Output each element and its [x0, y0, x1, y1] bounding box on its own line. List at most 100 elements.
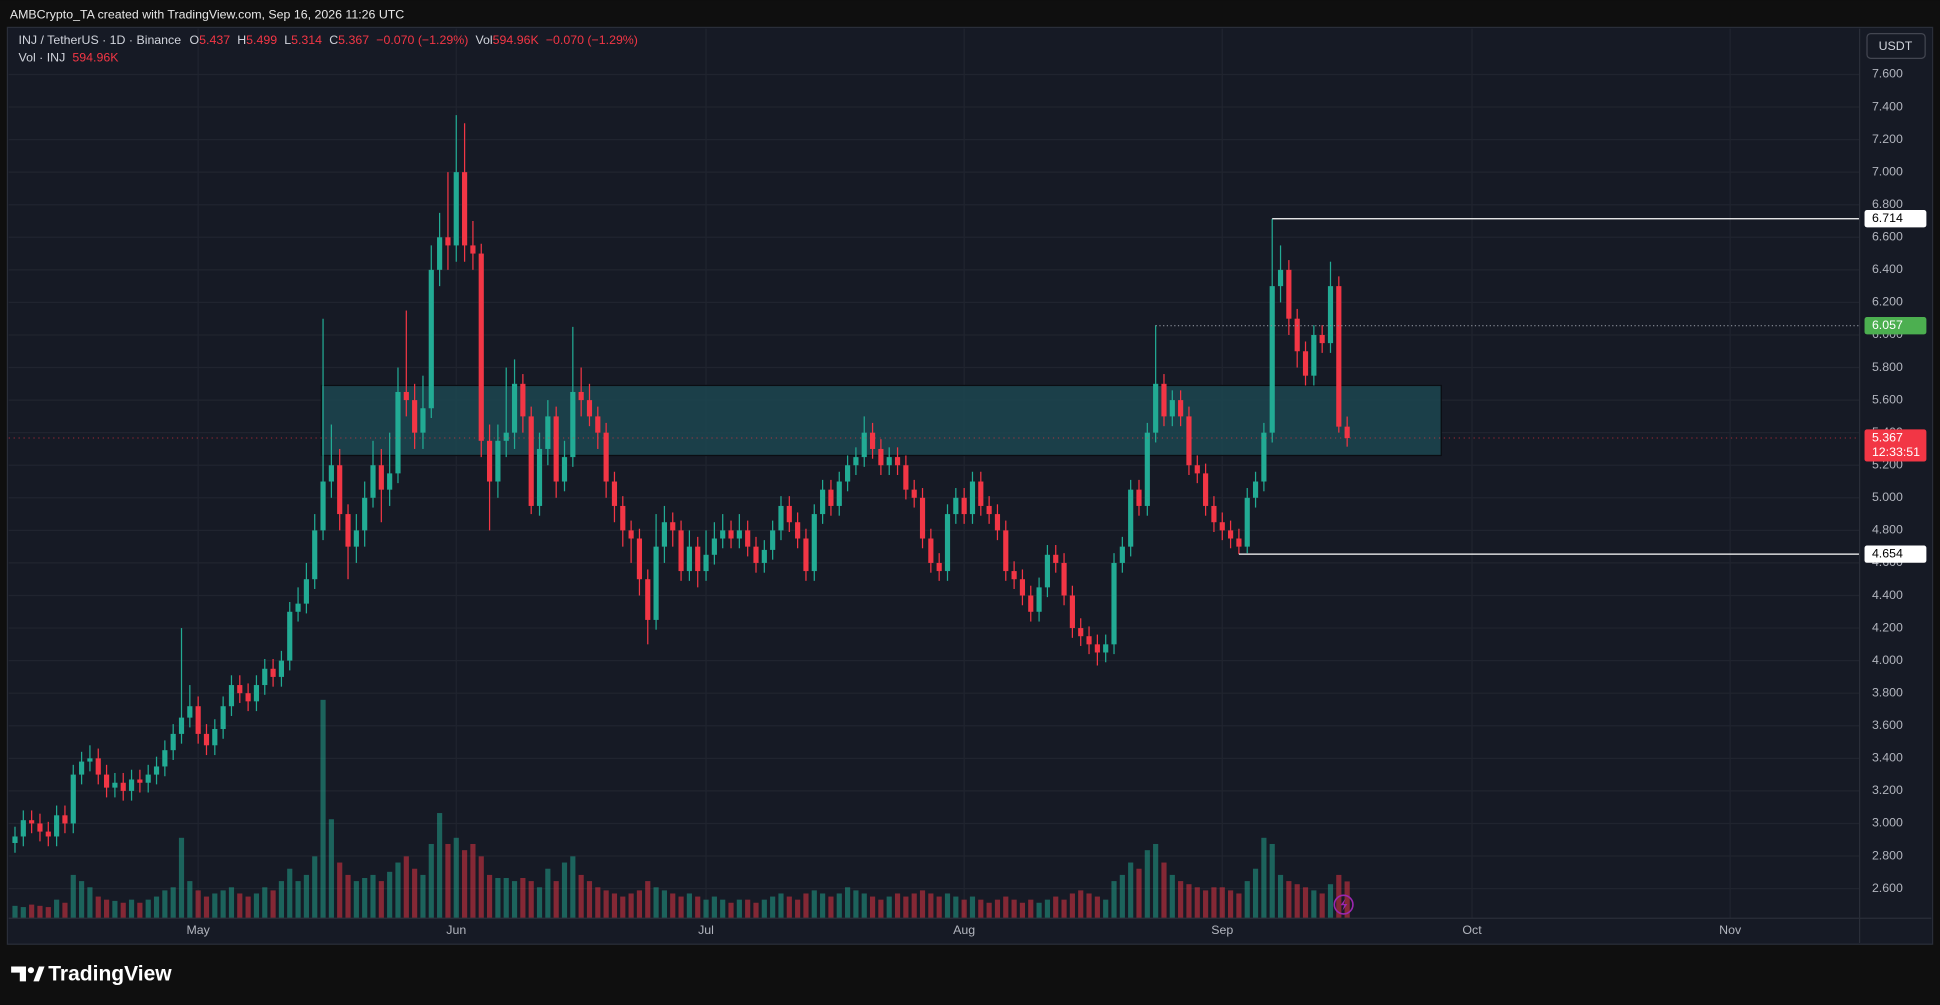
x-tick-label: Jun — [446, 923, 466, 937]
volume-bar — [1186, 884, 1192, 919]
volume-bar — [1153, 843, 1159, 919]
volume-bar — [978, 899, 984, 919]
last-price-box — [1864, 429, 1927, 462]
y-tick-label: 3.800 — [1872, 685, 1903, 699]
volume-bar — [1327, 884, 1334, 919]
volume-bar — [1053, 896, 1059, 919]
candle-body — [686, 546, 692, 572]
candle-body — [1119, 546, 1125, 563]
candle-body — [1128, 489, 1134, 547]
volume-bar — [595, 887, 601, 919]
candle-body — [87, 758, 93, 762]
volume-bar — [1228, 890, 1234, 919]
candle-body — [362, 497, 368, 531]
volume-bar — [337, 862, 343, 919]
y-tick-label: 7.400 — [1872, 99, 1903, 113]
alert-icon-ring[interactable] — [1333, 894, 1354, 915]
candle-body — [403, 391, 409, 401]
candle-body — [528, 416, 534, 506]
volume-bar — [736, 899, 742, 919]
candle-body — [162, 750, 168, 767]
candle-body — [886, 457, 892, 466]
candle-body — [287, 611, 293, 661]
volume-legend: Vol · INJ 594.96K — [19, 51, 120, 65]
volume-bar — [378, 881, 384, 919]
candle-body — [753, 546, 759, 563]
candle-body — [1311, 334, 1317, 376]
volume-bar — [403, 856, 409, 919]
candle-body — [994, 514, 1001, 531]
candle-body — [328, 465, 334, 482]
volume-bar — [886, 896, 892, 919]
currency-button[interactable] — [1866, 32, 1926, 59]
candle-body — [911, 489, 917, 498]
currency-label[interactable]: USDT — [1879, 39, 1913, 53]
volume-bar — [894, 893, 901, 919]
candle-body — [803, 538, 809, 572]
candle-body — [720, 530, 726, 539]
candle-body — [1344, 426, 1350, 439]
alert-icon-bolt[interactable] — [1340, 898, 1348, 911]
candle-body — [128, 779, 135, 791]
volume-bar — [212, 893, 218, 919]
y-tick-label: 5.000 — [1872, 490, 1903, 504]
volume-bar — [678, 896, 684, 919]
alert-icon[interactable] — [1333, 894, 1354, 915]
candle-body — [711, 538, 717, 555]
volume-bar — [162, 890, 168, 919]
candle-body — [1336, 286, 1342, 427]
candle-body — [237, 685, 243, 694]
volume-bar — [395, 862, 401, 919]
volume-bar — [1069, 893, 1075, 919]
y-tick-label: 7.200 — [1872, 132, 1903, 146]
candle-body — [653, 546, 659, 620]
candle-body — [620, 505, 626, 531]
candle-body — [545, 416, 551, 449]
volume-bar — [1144, 850, 1150, 919]
price-line-label-box — [1864, 545, 1927, 563]
candle-body — [395, 391, 401, 474]
volume-bar — [545, 868, 551, 919]
volume-bar — [611, 893, 618, 919]
legend-value: 5.314 — [291, 33, 322, 47]
volume-bar — [62, 902, 68, 919]
price-line-label: 6.057 — [1872, 318, 1903, 332]
candle-body — [228, 685, 235, 707]
volume-bar — [836, 893, 842, 919]
candle-body — [1244, 497, 1250, 547]
candle-body — [1161, 383, 1167, 417]
volume-bar — [653, 887, 659, 919]
candle-body — [203, 733, 210, 746]
candle-body — [1269, 286, 1275, 433]
candle-body — [770, 530, 776, 550]
candle-body — [453, 172, 459, 246]
candle-body — [561, 457, 568, 482]
candle-body — [795, 522, 801, 539]
volume-bar — [603, 890, 609, 919]
volume-bar — [986, 902, 992, 919]
candle-body — [978, 481, 984, 506]
logo-mark — [27, 967, 35, 974]
volume-bar — [87, 887, 93, 919]
volume-bar — [453, 837, 459, 919]
y-tick-label: 7.600 — [1872, 67, 1903, 81]
candle-body — [295, 603, 301, 612]
candle-body — [1228, 530, 1234, 539]
volume-bar — [245, 896, 251, 919]
candle-body — [37, 823, 43, 832]
volume-bar — [770, 896, 776, 919]
volume-bar — [137, 902, 143, 919]
volume-bar — [1244, 881, 1250, 919]
candle-body — [29, 820, 35, 824]
volume-bar — [811, 890, 817, 919]
candle-body — [786, 505, 792, 523]
candle-body — [1252, 481, 1259, 498]
volume-bar — [645, 881, 651, 919]
volume-bar — [1169, 874, 1175, 919]
legend-key: L — [284, 33, 291, 47]
candle-body — [636, 538, 643, 580]
volume-bar — [969, 896, 976, 919]
volume-bar — [112, 900, 118, 919]
